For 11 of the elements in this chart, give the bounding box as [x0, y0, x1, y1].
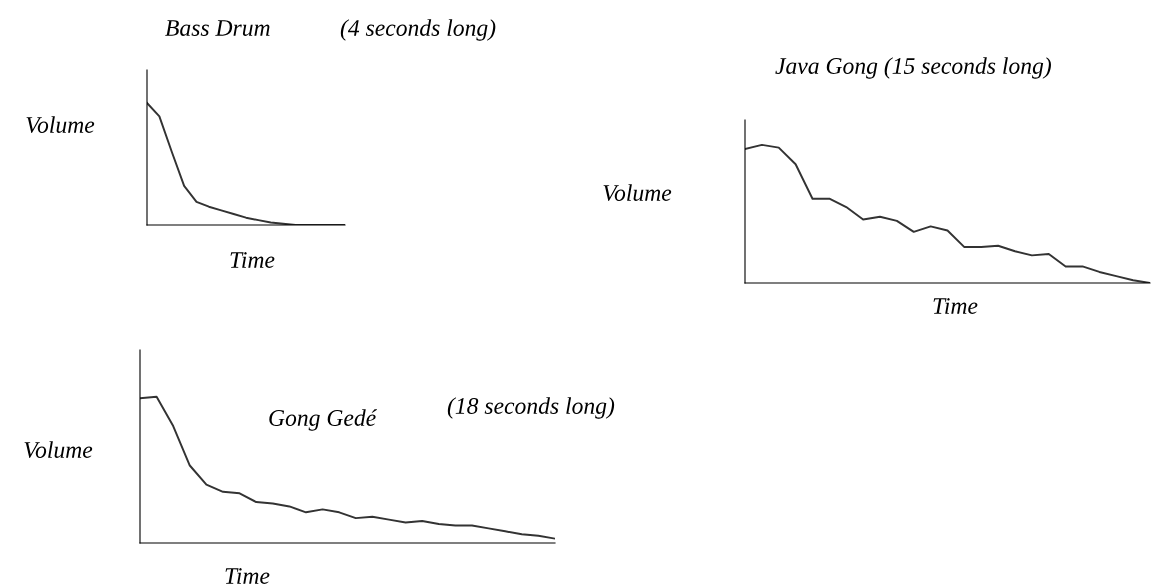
- x-axis-title: Time: [230, 252, 275, 268]
- chart-title: Bass Drum: [165, 20, 270, 36]
- chart-subtitle: (18 seconds long): [447, 397, 615, 419]
- y-axis-title: Volume: [24, 441, 93, 459]
- x-axis-title: Time: [933, 298, 978, 314]
- chart-title: Java Gong (15 seconds long): [775, 57, 1051, 79]
- y-axis-title: Volume: [603, 184, 672, 202]
- x-axis-title: Time: [225, 568, 270, 584]
- text: (4 seconds long): [340, 19, 496, 41]
- y-axis-title: Volume: [26, 116, 95, 134]
- chart-title: Gong Gedé: [269, 409, 378, 431]
